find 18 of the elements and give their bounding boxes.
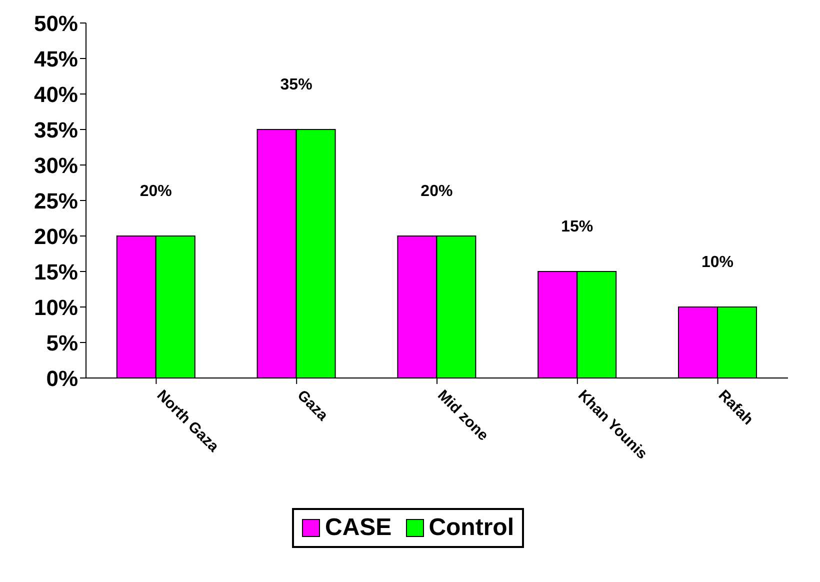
legend-label: CASE bbox=[325, 514, 392, 542]
y-tick-label: 25% bbox=[34, 188, 78, 214]
y-tick-label: 50% bbox=[34, 10, 78, 36]
y-tick-label: 10% bbox=[34, 294, 78, 320]
data-label: 20% bbox=[420, 183, 453, 200]
y-tick-label: 0% bbox=[46, 366, 78, 391]
y-tick-label: 15% bbox=[34, 259, 78, 284]
y-tick-label: 40% bbox=[34, 82, 78, 107]
y-tick-label: 20% bbox=[34, 224, 78, 249]
y-tick-label: 5% bbox=[46, 330, 78, 356]
data-label: 15% bbox=[561, 218, 594, 236]
legend-label: Control bbox=[428, 514, 514, 542]
y-tick-label: 35% bbox=[34, 117, 78, 142]
data-label: 20% bbox=[140, 183, 172, 200]
y-tick-label: 45% bbox=[34, 46, 78, 72]
y-tick-label: 30% bbox=[34, 152, 78, 178]
data-label: 10% bbox=[701, 254, 734, 271]
data-label: 35% bbox=[280, 76, 312, 94]
